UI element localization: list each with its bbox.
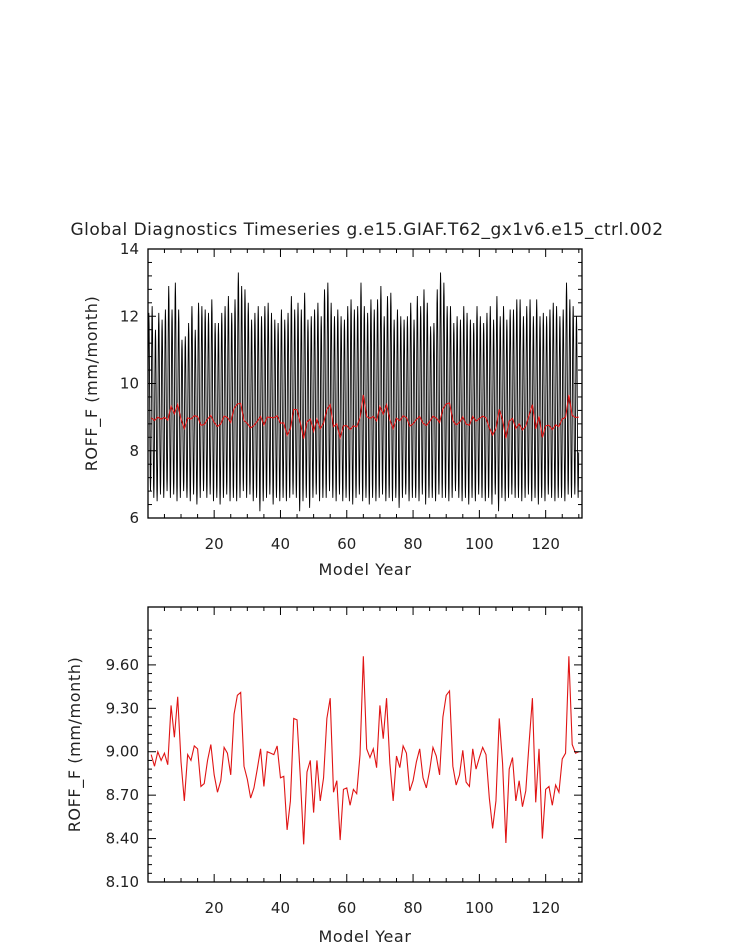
annual-mean-line: [150, 394, 579, 440]
y-tick-label: 8: [129, 442, 139, 460]
bottom-axes: 20 40 60 80 100 120 8.10 8.40 8.70 9.00 9.30 9.60: [106, 606, 583, 917]
top-panel: 20 40 60 80 100 120 6 8 10 12 14 Model Year ROFF_F…: [82, 240, 583, 579]
monthly-series-line: [147, 272, 580, 512]
x-axis-label: Model Year: [319, 927, 412, 945]
y-tick-label: 8.40: [106, 830, 139, 848]
x-tick-label: 40: [271, 535, 290, 553]
annual-series-layer: [150, 656, 580, 845]
y-tick-label: 12: [120, 307, 139, 325]
y-tick-label: 9.00: [106, 743, 139, 761]
x-tick-label: 60: [337, 899, 356, 917]
y-tick-label: 8.10: [106, 873, 139, 891]
monthly-series-layer: [147, 272, 580, 512]
x-tick-label: 20: [205, 535, 224, 553]
x-tick-label: 120: [531, 535, 560, 553]
chart-title: Global Diagnostics Timeseries g.e15.GIAF…: [70, 220, 663, 240]
x-axis-label: Model Year: [319, 560, 412, 579]
x-tick-label: 60: [337, 535, 356, 553]
x-tick-label: 80: [404, 899, 423, 917]
bottom-panel: 20 40 60 80 100 120 8.10 8.40 8.70 9.00 9.30 9.60 M…: [65, 606, 583, 945]
annual-mean-layer: [150, 394, 579, 440]
annual-series-line: [150, 656, 580, 845]
y-axis-label: ROFF_F (mm/month): [65, 657, 85, 833]
y-tick-label: 14: [120, 240, 139, 258]
x-tick-label: 80: [404, 535, 423, 553]
y-tick-label: 10: [120, 375, 139, 393]
y-tick-label: 9.30: [106, 699, 139, 717]
x-tick-label: 20: [205, 899, 224, 917]
y-tick-label: 9.60: [106, 656, 139, 674]
x-tick-label: 100: [465, 535, 494, 553]
y-axis-label: ROFF_F (mm/month): [82, 296, 102, 472]
x-tick-label: 100: [465, 899, 494, 917]
plot-frame: [147, 606, 583, 883]
x-tick-label: 120: [531, 899, 560, 917]
y-tick-label: 6: [129, 509, 139, 527]
y-tick-label: 8.70: [106, 786, 139, 804]
top-axes: 20 40 60 80 100 120 6 8 10 12 14: [120, 240, 583, 553]
x-tick-label: 40: [271, 899, 290, 917]
